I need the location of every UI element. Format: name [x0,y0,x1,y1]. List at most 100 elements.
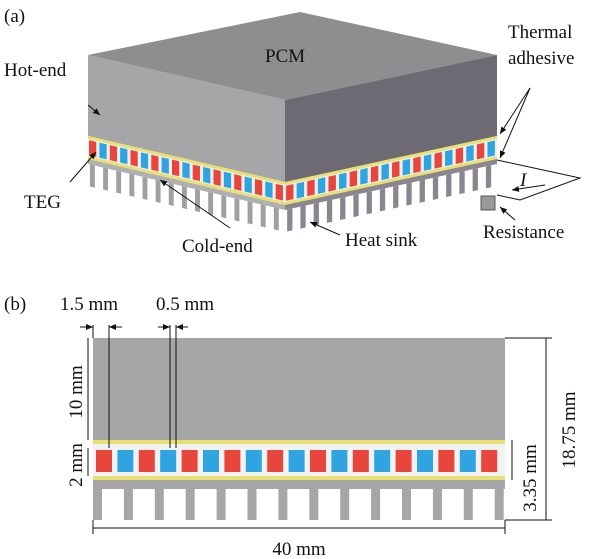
hot-end-label: Hot-end [4,60,67,81]
teg-leg [234,174,241,191]
teg-leg [350,170,357,187]
teg-leg [89,140,96,157]
teg-leg [203,167,210,184]
teg-leg [445,150,452,167]
teg-leg [403,159,410,176]
teg-leg [307,180,314,197]
fin [300,206,305,229]
teg-leg [374,450,390,472]
teg-leg [224,450,240,472]
fin [217,489,226,520]
fin [464,489,473,520]
fin [274,207,279,230]
teg-leg [392,161,399,178]
heat-sink-label: Heat sink [345,230,418,251]
pointer [310,222,340,235]
teg-leg [160,450,176,472]
fin [124,489,133,520]
teg-leg [276,184,283,201]
fin [287,208,292,231]
dim-label: 0.5 mm [156,294,214,315]
pointer [500,88,530,158]
teg-leg [297,182,304,199]
fin [155,489,164,520]
teg-leg [139,450,155,472]
teg-leg [381,163,388,180]
current-arrow [512,185,545,190]
teg-leg [318,177,325,194]
teg-leg [460,450,476,472]
teg-leg [245,177,252,194]
teg-leg [224,172,231,189]
fin [309,489,318,520]
fin [380,188,385,211]
pcm-label: PCM [265,46,305,67]
figure: (a) PCM Hot-end Thermal adhesive TEG Col… [0,0,593,559]
fin [156,180,161,203]
fin [446,174,451,197]
teg-leg [182,162,189,179]
teg-leg [331,450,347,472]
pointer [500,207,515,220]
teg-label: TEG [24,192,61,213]
fin [186,489,195,520]
fin [327,200,332,223]
teg-leg [213,169,220,186]
teg-leg [477,143,484,160]
teg-leg [99,143,106,160]
cold-end-label: Cold-end [182,236,253,257]
panel-label: (a) [4,6,25,27]
teg-leg [246,450,262,472]
panel-b: (b) 1.5 mm 0.5 mm 10 mm 2 mm 3.35 mm 18.… [4,294,580,559]
fin [340,197,345,220]
teg-leg [424,154,431,171]
resistor [481,196,495,210]
teg-leg [203,450,219,472]
adhesive-label: Thermal [508,22,572,43]
fin [93,489,102,520]
fin [353,194,358,217]
fin [495,489,504,520]
teg-leg [310,450,326,472]
fin [221,195,226,218]
teg-leg [286,184,293,201]
teg-leg [413,157,420,174]
dim-label: 18.75 mm [559,391,580,468]
fin [433,489,442,520]
fin [402,489,411,520]
dim-label: 40 mm [272,539,326,559]
teg-leg [328,175,335,192]
panel-label: (b) [4,294,26,315]
teg-leg [193,164,200,181]
fin [143,177,148,200]
panel-a: (a) PCM Hot-end Thermal adhesive TEG Col… [4,6,580,257]
teg-leg [141,152,148,169]
dim-label: 1.5 mm [60,294,118,315]
teg-leg [289,450,305,472]
adhesive [93,440,505,444]
fin [248,489,257,520]
fin [486,165,491,188]
pcm-block [93,338,505,440]
teg-leg [151,155,158,172]
teg-leg [438,450,454,472]
teg-leg [96,450,112,472]
teg-leg [255,179,262,196]
adhesive [93,476,505,480]
fin [208,192,213,215]
teg-leg [172,160,179,177]
adhesive-label: adhesive [508,48,574,69]
fin [340,489,349,520]
teg-leg [131,150,138,167]
dim-label: 10 mm [66,365,87,419]
teg-leg [162,157,169,174]
dim-label: 2 mm [66,443,87,487]
teg-leg [360,168,367,185]
teg-leg [371,166,378,183]
fin [459,171,464,194]
teg-leg [353,450,369,472]
teg-leg [110,145,117,162]
fin [278,489,287,520]
teg-leg [456,147,463,164]
teg-leg [487,140,494,157]
